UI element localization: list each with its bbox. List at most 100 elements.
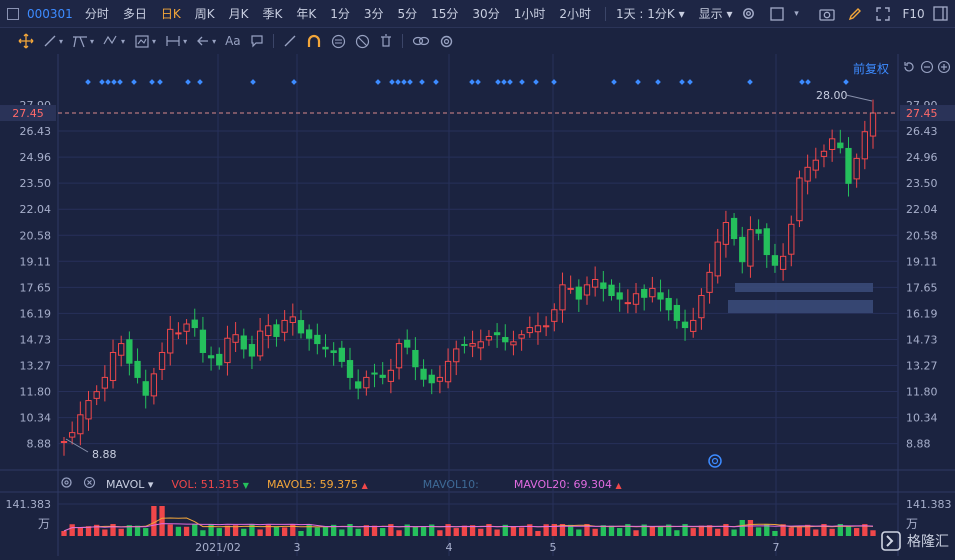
settings-gear-icon[interactable] [741,6,757,22]
indicator-close-icon[interactable] [83,476,96,492]
volume-bar [813,529,818,536]
stock-code[interactable]: 000301 [27,7,73,21]
volume-bar [192,524,197,536]
candle-body [396,344,401,368]
camera-icon[interactable] [819,6,835,22]
candle-body [217,354,222,365]
zoom-in-icon[interactable] [937,60,951,77]
candle-body [200,330,205,352]
period-tab-duori[interactable]: 多日 [123,5,147,22]
channel-tool-icon[interactable]: ▾ [72,34,94,48]
volume-bar [143,528,148,536]
candle-body [568,288,573,289]
indicator-select[interactable]: MAVOL ▾ [106,478,153,491]
y-tick-left: 8.88 [27,438,52,451]
volume-bar [241,529,246,536]
candle-body [503,338,508,342]
y-tick-left: 11.80 [20,386,52,399]
trash-icon[interactable] [379,34,393,48]
candle-body [454,349,459,362]
panel-toggle-icon[interactable] [7,8,19,20]
interval-select[interactable]: 1天 : 1分K ▾ [616,5,685,22]
candle-body [249,345,254,357]
display-menu[interactable]: 显示 ▾ [699,5,733,22]
period-tab-30min[interactable]: 30分 [472,5,499,22]
ruler-icon[interactable] [283,34,297,48]
candle-body [609,285,614,295]
link-icon[interactable] [412,34,430,48]
indicator-settings-icon[interactable] [60,476,73,492]
candle-body [576,287,581,299]
chevron-down-icon[interactable]: ▾ [789,6,805,22]
volume-bar [306,524,311,536]
period-tab-5min[interactable]: 5分 [398,5,418,22]
draw-settings-icon[interactable] [439,34,454,49]
volume-unit-right: 万 [906,517,918,531]
period-tab-1hour[interactable]: 1小时 [514,5,546,22]
adjust-mode-button[interactable]: 前复权 [853,60,889,77]
period-tab-zhouk[interactable]: 周K [195,5,215,22]
zoom-out-icon[interactable] [920,60,934,77]
volume-bar [674,530,679,536]
volume-bar [846,526,851,536]
candle-body [364,377,369,387]
zone-highlight-box [735,283,873,292]
f10-button[interactable]: F10 [903,7,925,21]
period-tab-fenshi[interactable]: 分时 [85,5,109,22]
y-tick-right: 11.80 [906,386,938,399]
range-tool-icon[interactable]: ▾ [165,34,187,48]
close-panel-icon[interactable] [933,6,949,22]
period-tab-jik[interactable]: 季K [262,5,282,22]
arrow-tool-icon[interactable]: ▾ [196,34,216,48]
period-tab-niank[interactable]: 年K [296,5,316,22]
reset-icon[interactable] [902,60,916,77]
volume-bar [217,528,222,536]
period-tab-yuek[interactable]: 月K [229,5,249,22]
candle-body [274,325,279,337]
vol-value-text: VOL: 51.315 [171,478,239,491]
volume-bar [380,528,385,536]
period-tab-2hour[interactable]: 2小时 [559,5,591,22]
candle-body [625,303,630,304]
magnet-icon[interactable] [306,33,322,49]
text-tool[interactable]: Aa [225,34,241,48]
volume-bar [61,531,66,536]
wave-tool-icon[interactable]: ▾ [103,34,125,48]
trend-line-icon[interactable]: ▾ [43,34,63,48]
period-tab-1min[interactable]: 1分 [330,5,350,22]
layout-checkbox-icon[interactable] [769,6,785,22]
candle-body [584,285,589,295]
candle-body [723,223,728,245]
candle-body [478,342,483,348]
period-tab-15min[interactable]: 15分 [431,5,458,22]
volume-bar [176,527,181,536]
toolbar-divider [273,34,274,48]
comment-icon[interactable] [250,34,264,48]
candle-body [119,344,124,356]
display-menu-label: 显示 [699,7,723,21]
candle-body [838,143,843,148]
y-tick-left: 23.50 [20,177,52,190]
volume-bar [421,527,426,536]
hide-drawings-icon[interactable] [355,34,370,49]
period-tab-rik[interactable]: 日K [161,5,181,22]
candle-body [813,160,818,170]
mavol20-value-text: MAVOL20: 69.304 [514,478,612,491]
candle-body [731,218,736,238]
period-tab-3min[interactable]: 3分 [364,5,384,22]
candle-body [70,433,75,437]
volume-bar [282,527,287,536]
candle-body [772,256,777,266]
measure-tool-icon[interactable]: ▾ [134,34,156,48]
volume-bar [315,527,320,536]
candle-body [829,139,834,150]
candle-body [633,294,638,305]
move-cross-icon[interactable] [18,33,34,49]
pencil-icon[interactable] [847,6,863,22]
candle-body [707,272,712,292]
volume-bar [870,530,875,536]
candle-body [290,317,295,323]
lock-drawings-icon[interactable] [331,34,346,49]
fullscreen-icon[interactable] [875,6,891,22]
volume-bar [347,524,352,536]
